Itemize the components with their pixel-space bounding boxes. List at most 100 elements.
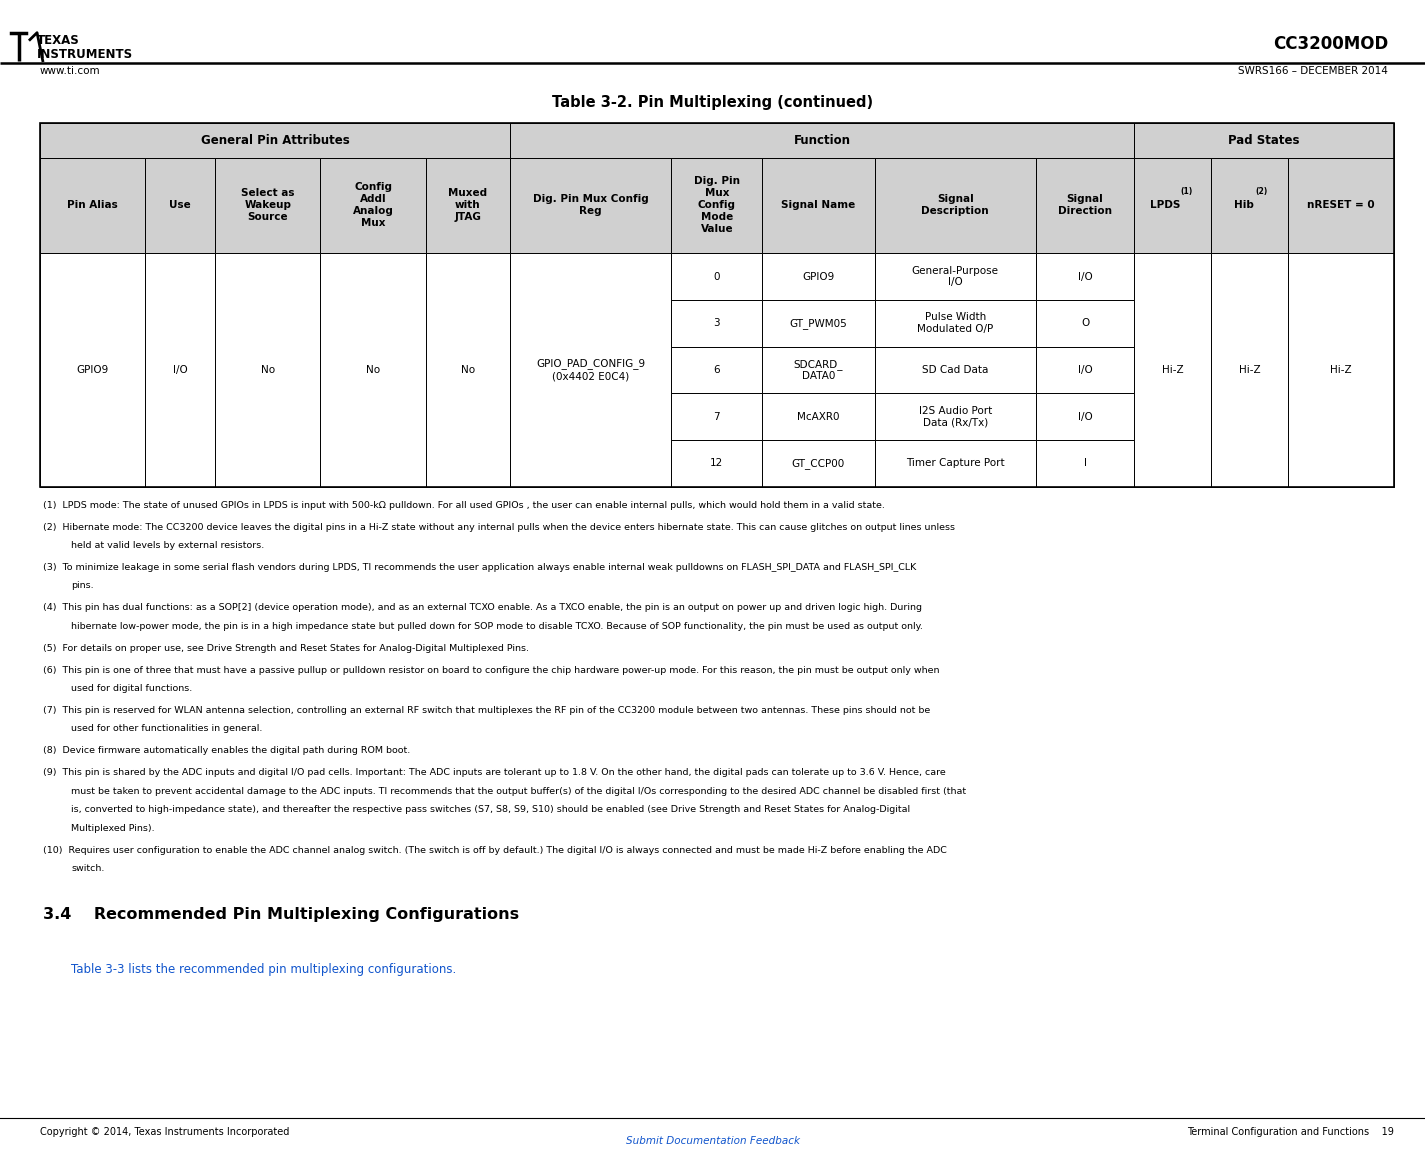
Bar	[875, 440, 1036, 487]
Bar	[875, 347, 1036, 393]
Text: No: No	[366, 365, 380, 375]
Bar	[875, 158, 1036, 253]
Text: (4)  This pin has dual functions: as a SOP[2] (device operation mode), and as an: (4) This pin has dual functions: as a SO…	[43, 603, 922, 613]
Text: Submit Documentation Feedback: Submit Documentation Feedback	[626, 1137, 799, 1146]
Bar	[1036, 253, 1134, 300]
Bar	[1288, 253, 1394, 487]
Bar	[762, 347, 875, 393]
Text: I2S Audio Port
Data (Rx/Tx): I2S Audio Port Data (Rx/Tx)	[919, 406, 992, 427]
Text: nRESET = 0: nRESET = 0	[1307, 201, 1375, 210]
Text: GPIO9: GPIO9	[802, 272, 835, 281]
Text: I: I	[1083, 459, 1086, 468]
Bar	[1134, 253, 1211, 487]
Bar	[762, 393, 875, 440]
Bar	[671, 347, 762, 393]
Text: 3.4    Recommended Pin Multiplexing Configurations: 3.4 Recommended Pin Multiplexing Configu…	[43, 907, 519, 922]
Text: Signal Name: Signal Name	[781, 201, 855, 210]
Text: Pin Alias: Pin Alias	[67, 201, 118, 210]
Text: Muxed
with
JTAG: Muxed with JTAG	[449, 188, 487, 223]
Bar	[510, 158, 671, 253]
Text: I/O: I/O	[172, 365, 188, 375]
Text: (2): (2)	[1255, 187, 1267, 196]
Bar	[145, 253, 215, 487]
Bar	[1134, 158, 1211, 253]
Text: No: No	[261, 365, 275, 375]
Text: (9)  This pin is shared by the ADC inputs and digital I/O pad cells. Important: : (9) This pin is shared by the ADC inputs…	[43, 768, 946, 777]
Text: Pad States: Pad States	[1228, 133, 1300, 147]
Bar	[1211, 158, 1288, 253]
Text: Function: Function	[794, 133, 851, 147]
Text: Copyright © 2014, Texas Instruments Incorporated: Copyright © 2014, Texas Instruments Inco…	[40, 1127, 289, 1137]
Text: (1)  LPDS mode: The state of unused GPIOs in LPDS is input with 500-kΩ pulldown.: (1) LPDS mode: The state of unused GPIOs…	[43, 501, 885, 510]
Bar	[426, 253, 510, 487]
Text: www.ti.com: www.ti.com	[40, 67, 101, 76]
Bar	[875, 300, 1036, 347]
Bar	[671, 300, 762, 347]
Bar	[671, 393, 762, 440]
Bar	[215, 253, 321, 487]
Text: (1): (1)	[1181, 187, 1193, 196]
Text: 12: 12	[710, 459, 724, 468]
Text: McAXR0: McAXR0	[797, 412, 839, 421]
Text: 7: 7	[714, 412, 720, 421]
Bar	[875, 393, 1036, 440]
Bar	[510, 253, 671, 487]
Text: I/O: I/O	[1077, 365, 1093, 375]
Text: Signal
Direction: Signal Direction	[1057, 195, 1112, 216]
Text: (3)  To minimize leakage in some serial flash vendors during LPDS, TI recommends: (3) To minimize leakage in some serial f…	[43, 562, 916, 572]
Text: Pulse Width
Modulated O/P: Pulse Width Modulated O/P	[918, 313, 993, 334]
Bar	[1134, 123, 1394, 158]
Text: Hi-Z: Hi-Z	[1240, 365, 1261, 375]
Bar	[671, 158, 762, 253]
Text: SDCARD_
DATA0: SDCARD_ DATA0	[794, 358, 844, 382]
Text: Multiplexed Pins).: Multiplexed Pins).	[71, 824, 155, 833]
Text: held at valid levels by external resistors.: held at valid levels by external resisto…	[71, 541, 265, 550]
Bar	[40, 123, 510, 158]
Text: GT_CCP00: GT_CCP00	[792, 457, 845, 469]
Bar	[1036, 440, 1134, 487]
Bar	[215, 158, 321, 253]
Bar	[321, 253, 426, 487]
Bar	[1036, 393, 1134, 440]
Text: (8)  Device firmware automatically enables the digital path during ROM boot.: (8) Device firmware automatically enable…	[43, 747, 410, 755]
Text: Use: Use	[170, 201, 191, 210]
Bar	[762, 440, 875, 487]
Text: pins.: pins.	[71, 581, 94, 591]
Text: Select as
Wakeup
Source: Select as Wakeup Source	[241, 188, 295, 223]
Text: must be taken to prevent accidental damage to the ADC inputs. TI recommends that: must be taken to prevent accidental dama…	[71, 787, 966, 796]
Text: (5)  For details on proper use, see Drive Strength and Reset States for Analog-D: (5) For details on proper use, see Drive…	[43, 644, 529, 652]
Text: Terminal Configuration and Functions    19: Terminal Configuration and Functions 19	[1187, 1127, 1394, 1137]
Text: Hi-Z: Hi-Z	[1330, 365, 1352, 375]
Text: is, converted to high-impedance state), and thereafter the respective pass switc: is, converted to high-impedance state), …	[71, 805, 911, 815]
Text: hibernate low-power mode, the pin is in a high impedance state but pulled down f: hibernate low-power mode, the pin is in …	[71, 622, 923, 631]
Text: TEXAS: TEXAS	[37, 34, 80, 48]
Text: Dig. Pin
Mux
Config
Mode
Value: Dig. Pin Mux Config Mode Value	[694, 176, 740, 235]
Bar	[321, 158, 426, 253]
Text: (6)  This pin is one of three that must have a passive pullup or pulldown resist: (6) This pin is one of three that must h…	[43, 665, 939, 675]
Text: LPDS: LPDS	[1150, 201, 1181, 210]
Bar	[671, 253, 762, 300]
Bar	[510, 123, 1134, 158]
Text: GT_PWM05: GT_PWM05	[789, 317, 848, 329]
Text: 3: 3	[714, 319, 720, 328]
Text: 0: 0	[714, 272, 720, 281]
Text: (7)  This pin is reserved for WLAN antenna selection, controlling an external RF: (7) This pin is reserved for WLAN antenn…	[43, 706, 931, 715]
Text: Config
Addl
Analog
Mux: Config Addl Analog Mux	[352, 182, 393, 229]
Text: (2)  Hibernate mode: The CC3200 device leaves the digital pins in a Hi-Z state w: (2) Hibernate mode: The CC3200 device le…	[43, 523, 955, 532]
Text: used for digital functions.: used for digital functions.	[71, 684, 192, 693]
Bar	[762, 253, 875, 300]
Text: switch.: switch.	[71, 864, 104, 873]
Text: Timer Capture Port: Timer Capture Port	[906, 459, 1005, 468]
Bar	[1288, 158, 1394, 253]
Text: SD Cad Data: SD Cad Data	[922, 365, 989, 375]
Text: General Pin Attributes: General Pin Attributes	[201, 133, 349, 147]
Text: Signal
Description: Signal Description	[922, 195, 989, 216]
Text: (10)  Requires user configuration to enable the ADC channel analog switch. (The : (10) Requires user configuration to enab…	[43, 846, 946, 854]
Text: I/O: I/O	[1077, 272, 1093, 281]
Text: Hib: Hib	[1234, 201, 1254, 210]
Bar	[1036, 158, 1134, 253]
Bar	[40, 158, 145, 253]
Bar	[875, 253, 1036, 300]
Bar	[426, 158, 510, 253]
Text: CC3200MOD: CC3200MOD	[1273, 35, 1388, 54]
